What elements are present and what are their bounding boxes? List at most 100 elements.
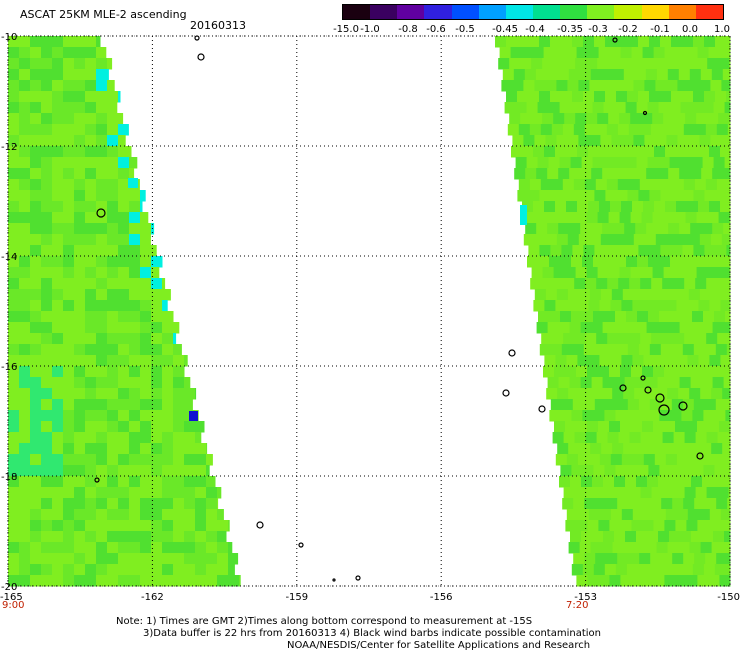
swath-cell — [498, 58, 510, 70]
swath-cell — [140, 278, 152, 290]
swath-cell — [523, 80, 535, 92]
swath-cell — [660, 399, 673, 411]
swath-cell — [550, 91, 562, 103]
swath-cell — [632, 300, 644, 312]
swath-cell — [565, 520, 577, 532]
swath-cell — [581, 157, 594, 169]
swath-cell — [577, 454, 590, 466]
swath-cell — [512, 80, 524, 92]
swath-cell — [544, 201, 556, 213]
swath-cell — [639, 124, 652, 136]
colorbar-swatch — [560, 5, 588, 19]
swath-cell — [41, 564, 53, 576]
swath-cell — [559, 476, 571, 488]
swath-cell — [631, 520, 643, 532]
swath-cell — [670, 410, 682, 422]
swath-cell — [523, 135, 535, 147]
swath-cell — [63, 201, 75, 213]
swath-cell — [151, 256, 163, 268]
swath-cell — [63, 102, 75, 114]
swath-cell — [654, 201, 666, 213]
swath-cell — [52, 245, 64, 257]
swath-cell — [162, 443, 174, 455]
swath-cell — [118, 256, 130, 268]
swath-cell — [63, 465, 75, 477]
swath-cell — [599, 509, 612, 521]
swath-cell — [575, 113, 587, 125]
swath-cell — [518, 179, 531, 191]
swath-cell — [52, 157, 64, 169]
island-outline — [612, 37, 618, 43]
swath-cell — [63, 80, 75, 92]
swath-cell — [96, 47, 107, 59]
swath-cell — [660, 91, 672, 103]
swath-cell — [705, 553, 717, 565]
swath-cell — [614, 102, 627, 114]
swath-cell — [74, 377, 86, 389]
swath-cell — [697, 366, 709, 378]
swath-cell — [722, 542, 731, 554]
swath-cell — [30, 509, 42, 521]
swath-cell — [591, 223, 603, 235]
swath-cell — [107, 410, 119, 422]
swath-cell — [107, 388, 119, 400]
swath-cell — [140, 575, 152, 587]
swath-cell — [662, 432, 675, 444]
swath-cell — [96, 300, 108, 312]
swath-cell — [63, 553, 75, 565]
swath-cell — [577, 300, 589, 312]
swath-cell — [591, 322, 604, 334]
swath-cell — [151, 498, 163, 510]
swath-cell — [41, 69, 53, 81]
swath-cell — [239, 575, 241, 587]
swath-cell — [151, 267, 160, 279]
swath-cell — [666, 234, 679, 246]
swath-cell — [195, 454, 207, 466]
swath-cell — [603, 476, 615, 488]
swath-cell — [118, 190, 130, 202]
swath-cell — [639, 553, 651, 565]
swath-cell — [658, 157, 671, 169]
swath-cell — [583, 190, 595, 202]
swath-cell — [567, 135, 579, 147]
swath-cell — [534, 80, 546, 92]
swath-cell — [184, 476, 196, 488]
swath-cell — [661, 498, 673, 510]
swath-cell — [701, 223, 713, 235]
swath-cell — [129, 388, 141, 400]
swath-cell — [676, 146, 688, 158]
swath-cell — [129, 421, 141, 433]
colorbar-label: -0.3 — [588, 24, 608, 35]
swath-cell — [620, 421, 632, 433]
swath-cell — [52, 454, 64, 466]
swath-cell — [129, 487, 141, 499]
swath-cell — [539, 190, 551, 202]
swath-cell — [690, 223, 702, 235]
swath-cell — [30, 476, 42, 488]
swath-cell — [578, 234, 591, 246]
swath-cell — [74, 36, 86, 48]
swath-cell — [628, 124, 641, 136]
swath-cell — [638, 399, 651, 411]
swath-cell — [657, 223, 669, 235]
swath-cell — [598, 575, 610, 587]
swath-cell — [645, 443, 657, 455]
island-outline — [640, 375, 646, 381]
swath-cell — [703, 465, 715, 477]
swath-cell — [52, 377, 64, 389]
swath-cell — [686, 366, 698, 378]
swath-cell — [522, 201, 534, 213]
swath-cell — [8, 476, 20, 488]
swath-cell — [653, 47, 666, 59]
swath-cell — [206, 509, 218, 521]
swath-cell — [675, 575, 687, 587]
swath-cell — [684, 432, 697, 444]
swath-cell — [30, 377, 42, 389]
swath-cell — [85, 575, 97, 587]
swath-cell — [52, 234, 64, 246]
swath-cell — [565, 47, 578, 59]
swath-cell — [648, 256, 660, 268]
swath-cell — [495, 36, 507, 48]
note-line-1: Note: 1) Times are GMT 2)Times along bot… — [116, 616, 533, 627]
swath-cell — [691, 476, 703, 488]
